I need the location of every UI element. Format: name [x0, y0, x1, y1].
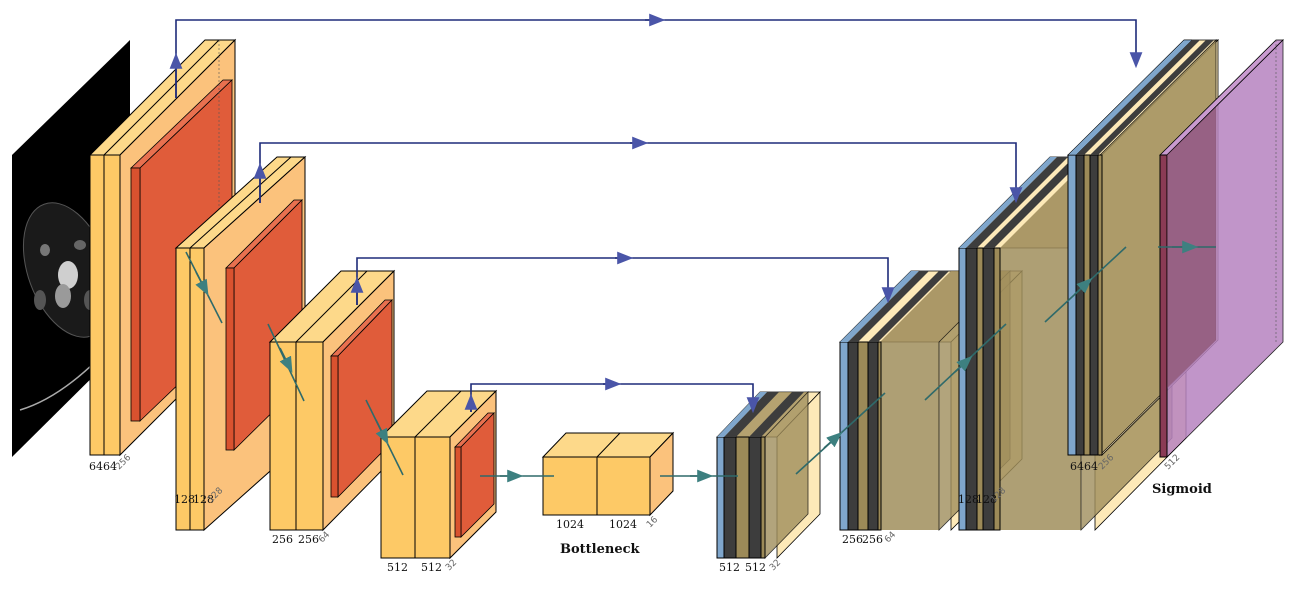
enc4-c1-label: 512 [387, 561, 408, 574]
upsample-arrows [795, 246, 1127, 475]
sigmoid-caption: Sigmoid [1152, 482, 1212, 497]
output-block [1159, 39, 1284, 458]
dec4-c1-label: 64 [1070, 460, 1084, 473]
enc4-c2-label: 512 [421, 561, 442, 574]
enc3-c1-label: 256 [272, 533, 293, 546]
dec1-c1-label: 512 [719, 561, 740, 574]
skip-connection-4 [464, 377, 760, 414]
dec2-size-label: 64 [883, 530, 898, 545]
enc1-c2-label: 64 [103, 460, 117, 473]
enc1-c1-label: 64 [89, 460, 103, 473]
bottleneck-c2-label: 1024 [609, 518, 637, 531]
horizontal-arrows [480, 240, 1216, 483]
enc3-c2-label: 256 [298, 533, 319, 546]
bottleneck-caption: Bottleneck [560, 542, 641, 557]
enc2-c2-label: 128 [193, 493, 214, 506]
dec1-c2-label: 512 [745, 561, 766, 574]
decoder-block-1 [716, 391, 821, 559]
dec3-c1-label: 128 [958, 493, 979, 506]
dec4-c2-label: 64 [1084, 460, 1098, 473]
dec2-c2-label: 256 [862, 533, 883, 546]
skip-connection-3 [350, 251, 895, 305]
dec3-c2-label: 128 [976, 493, 997, 506]
enc2-c1-label: 128 [174, 493, 195, 506]
downsample-arrows [185, 251, 404, 476]
skip-connection-2 [253, 136, 1023, 204]
skip-connection-1 [169, 13, 1143, 98]
bottleneck-c1-label: 1024 [556, 518, 584, 531]
bottleneck-size-label: 16 [645, 515, 660, 530]
enc4-size-label: 32 [444, 558, 459, 573]
bottleneck-block [541, 431, 675, 517]
dec2-c1-label: 256 [842, 533, 863, 546]
dec1-size-label: 32 [768, 558, 783, 573]
enc1-size-label: 256 [114, 453, 133, 472]
encoder-block-4 [379, 389, 498, 560]
enc3-size-label: 64 [317, 530, 332, 545]
